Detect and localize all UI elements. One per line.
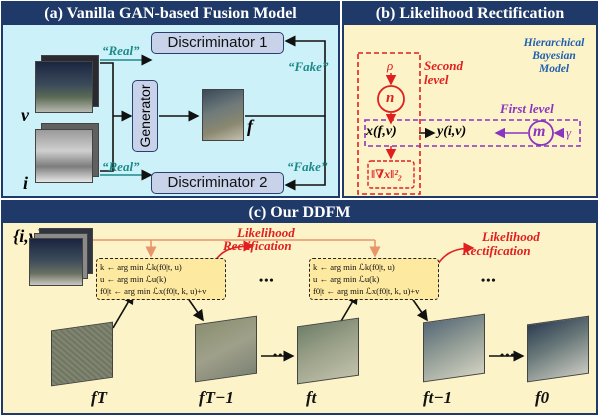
dots-top-2: ••• xyxy=(481,273,497,287)
panel-b-title: (b) Likelihood Rectification xyxy=(344,3,596,25)
box2-line-3: f0|t ← arg min ℒx(f0|t, k, u)+v xyxy=(313,286,420,296)
frame-ft-1 xyxy=(423,313,485,383)
iv-image-front xyxy=(29,238,83,286)
label-ft: ft xyxy=(306,388,317,407)
label-fT: fT xyxy=(91,388,108,407)
rectification-label-1: Likelihood Rectification xyxy=(223,226,295,252)
gamma-label: γ xyxy=(566,125,572,140)
panel-c: (c) Our DDFM {i,v} Likelihood Rectificat… xyxy=(1,200,598,415)
rectification-label-2-line-1: Likelihood xyxy=(482,229,540,244)
fake-label-bottom: “Fake” xyxy=(287,159,328,174)
rectification-label-2-line-2: Rectification xyxy=(462,243,531,258)
visible-image xyxy=(35,61,93,113)
v-label: v xyxy=(21,105,29,125)
discriminator-2: Discriminator 2 xyxy=(151,172,284,194)
model-title-line-3: Model xyxy=(538,63,570,75)
second-level-label: Second level xyxy=(424,59,463,87)
model-title-line-2: Bayesian xyxy=(532,50,576,62)
optimization-box-2: k ← arg min ℒk(f0|t, u) u ← arg min ℒu(k… xyxy=(309,258,439,300)
first-level-label: First level xyxy=(500,101,554,116)
x-node: x(f,v) xyxy=(366,124,397,139)
box1-line-1: k ← arg min ℒk(f0|t, u) xyxy=(100,262,182,272)
frame-ft xyxy=(297,317,359,385)
box1-line-3: f0|t ← arg min ℒx(f0|t, k, u)+v xyxy=(100,286,207,296)
m-node: m xyxy=(533,123,546,140)
panel-c-title: (c) Our DDFM xyxy=(3,202,596,223)
real-label-top: “Real” xyxy=(102,43,140,58)
i-label: i xyxy=(23,173,29,193)
box2-line-2: u ← arg min ℒu(k) xyxy=(313,274,380,284)
dots-top-1: ••• xyxy=(259,273,275,287)
y-node: y(i,v) xyxy=(437,124,467,139)
label-fT-1: fT−1 xyxy=(199,388,234,407)
box1-line-2: u ← arg min ℒu(k) xyxy=(100,274,167,284)
generator-label: Generator xyxy=(137,84,153,148)
rho-label: ρ xyxy=(387,58,394,73)
model-title: Hierarchical Bayesian Model xyxy=(514,37,594,76)
fake-label-top: “Fake” xyxy=(288,59,329,74)
panel-b: (b) Likelihood Rectification Hierarchica… xyxy=(342,1,598,198)
infrared-image xyxy=(35,129,93,183)
label-f0: f0 xyxy=(535,388,550,407)
generator-box: Generator xyxy=(132,80,158,152)
frame-f0 xyxy=(527,315,589,383)
frame-fT-1 xyxy=(195,315,257,383)
box2-line-1: k ← arg min ℒk(f0|t, u) xyxy=(313,262,395,272)
panel-a: (a) Vanilla GAN-based Fusion Model “Real… xyxy=(1,1,340,198)
dots-mid-2: ••• xyxy=(500,348,516,362)
model-title-line-1: Hierarchical xyxy=(523,37,585,49)
second-level-line-1: Second xyxy=(424,58,463,73)
fused-image xyxy=(202,89,244,141)
discriminator-1: Discriminator 1 xyxy=(151,32,284,54)
rectification-label-2: Likelihood Rectification xyxy=(462,230,540,258)
panel-a-arrows xyxy=(100,35,326,191)
panel-b-graph xyxy=(357,52,581,195)
panel-a-title: (a) Vanilla GAN-based Fusion Model xyxy=(3,3,338,25)
f-label: f xyxy=(247,116,253,136)
frame-fT xyxy=(51,321,113,387)
label-ft-1: ft−1 xyxy=(423,388,453,407)
gradient-node: ‖∇x‖²₂ xyxy=(371,167,403,181)
rectification-label-1-line-2: Rectification xyxy=(223,238,292,253)
optimization-box-1: k ← arg min ℒk(f0|t, u) u ← arg min ℒu(k… xyxy=(96,258,226,300)
dots-mid-1: ••• xyxy=(273,348,289,362)
n-node: n xyxy=(386,90,395,106)
rectification-label-1-line-1: Likelihood xyxy=(237,225,295,240)
second-level-line-2: level xyxy=(424,72,449,87)
real-label-bottom: “Real” xyxy=(102,159,140,174)
